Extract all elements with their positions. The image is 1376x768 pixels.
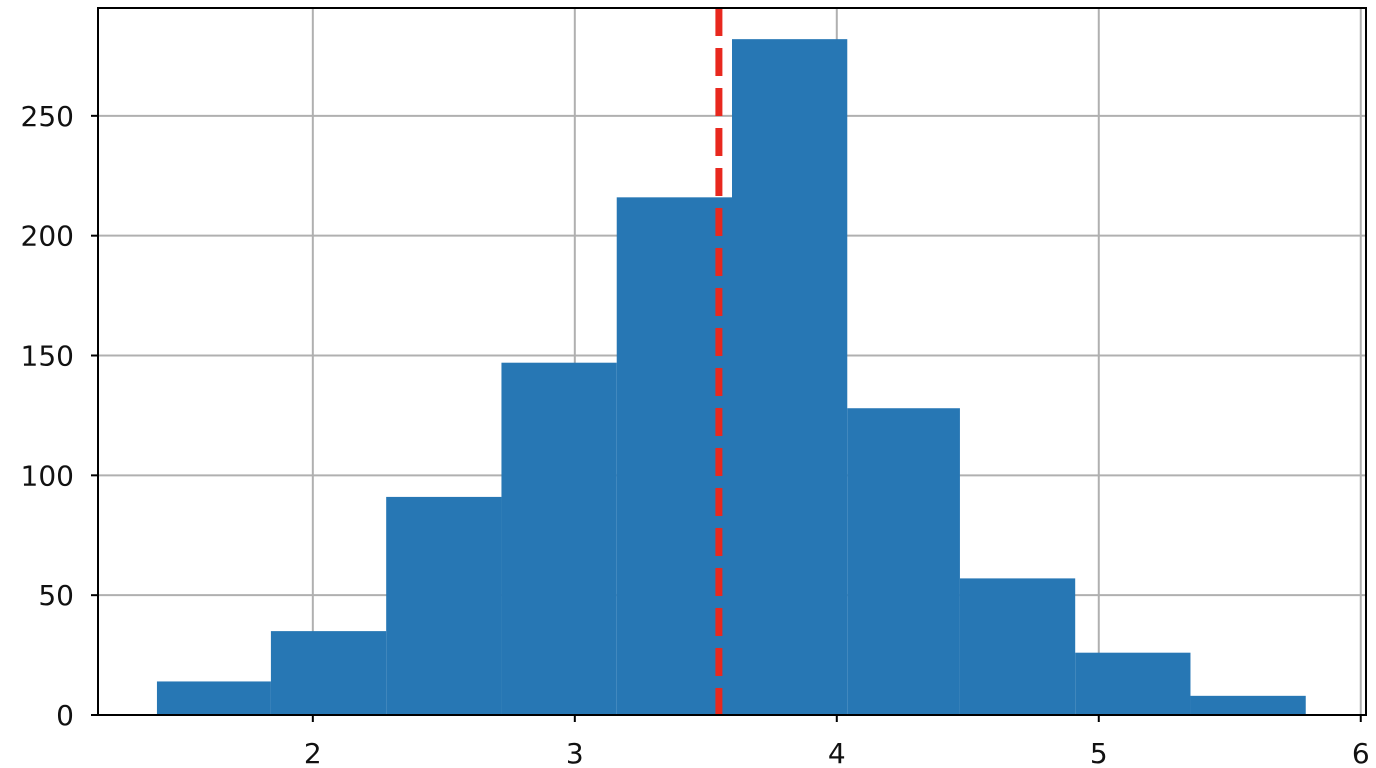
bar: [1190, 695, 1306, 715]
bar: [156, 681, 271, 715]
bar: [270, 631, 387, 715]
x-tick-label: 3: [566, 737, 584, 768]
x-tick-label: 2: [304, 737, 322, 768]
y-tick-label: 100: [21, 459, 74, 492]
bar: [616, 197, 732, 715]
x-tick-label: 5: [1090, 737, 1108, 768]
bar: [959, 578, 1076, 715]
axes-frame: [97, 7, 1367, 716]
bar: [1075, 652, 1191, 715]
bar: [386, 496, 502, 715]
bar: [732, 39, 848, 715]
y-tick-label: 150: [21, 340, 74, 373]
bar: [501, 362, 617, 715]
x-tick-label: 6: [1352, 737, 1370, 768]
x-tick-label: 4: [828, 737, 846, 768]
y-tick-label: 0: [56, 699, 74, 732]
y-tick-label: 250: [21, 100, 74, 133]
y-tick-label: 50: [38, 579, 74, 612]
y-tick-label: 200: [21, 220, 74, 253]
bar: [847, 408, 960, 715]
